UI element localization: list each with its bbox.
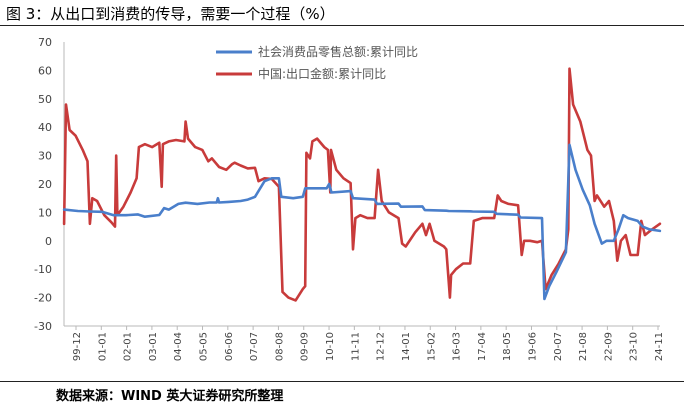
x-tick-label: 11-11 — [350, 332, 361, 361]
series-layer — [62, 67, 662, 302]
x-tick-label: 09-09 — [300, 332, 311, 361]
y-tick-label: -30 — [34, 320, 52, 333]
x-tick-label: 08-08 — [274, 332, 285, 361]
line-chart: -30 -20 -10 0 10 20 30 40 50 60 70 99-12 01-01 02-01… — [34, 36, 665, 361]
x-tick-label: 99-12 — [72, 332, 83, 361]
x-tick-label: 02-01 — [123, 332, 134, 361]
x-tick-label: 19-06 — [527, 332, 538, 361]
x-tick-label: 05-05 — [199, 332, 210, 361]
x-tick-label: 22-09 — [603, 332, 614, 361]
x-tick-label: 12-12 — [376, 332, 387, 361]
x-tick-label: 17-04 — [477, 332, 488, 361]
x-tick-label: 07-07 — [249, 332, 260, 361]
legend-label: 社会消费品零售总额:累计同比 — [258, 44, 418, 59]
x-tick-label: 16-03 — [452, 332, 463, 361]
figure-title: 图 3：从出口到消费的传导，需要一个过程（%） — [6, 5, 335, 23]
y-tick-label: 30 — [38, 150, 52, 163]
series-line — [62, 67, 662, 302]
x-tick-label: 24-11 — [654, 332, 665, 361]
x-tick-label: 04-04 — [173, 332, 184, 361]
y-tick-label: 60 — [38, 64, 52, 77]
x-axis-ticks: 99-12 01-01 02-01 03-01 04-04 05-05 06-06 07-07… — [72, 326, 665, 361]
top-divider — [0, 25, 684, 26]
x-tick-label: 18-05 — [502, 332, 513, 361]
y-tick-label: 40 — [38, 121, 52, 134]
y-tick-label: -20 — [34, 292, 52, 305]
x-tick-label: 03-01 — [148, 332, 159, 361]
y-tick-label: 0 — [45, 235, 52, 248]
y-tick-label: 50 — [38, 93, 52, 106]
y-tick-label: 10 — [38, 206, 52, 219]
x-tick-label: 15-02 — [426, 332, 437, 361]
y-tick-label: 20 — [38, 178, 52, 191]
y-tick-label: -10 — [34, 263, 52, 276]
source-note: 数据来源：WIND 英大证券研究所整理 — [56, 389, 284, 404]
x-tick-label: 21-08 — [578, 332, 589, 361]
series-line — [62, 143, 662, 301]
x-tick-label: 01-01 — [97, 332, 108, 361]
x-tick-label: 23-10 — [629, 332, 640, 361]
y-axis-ticks: -30 -20 -10 0 10 20 30 40 50 60 70 — [34, 36, 52, 333]
bottom-divider — [0, 381, 684, 382]
x-tick-label: 06-06 — [224, 332, 235, 361]
y-tick-label: 70 — [38, 36, 52, 49]
x-tick-label: 10-10 — [325, 332, 336, 361]
legend-label: 中国:出口金额:累计同比 — [258, 66, 386, 81]
x-tick-label: 14-01 — [401, 332, 412, 361]
x-tick-label: 20-07 — [553, 332, 564, 361]
